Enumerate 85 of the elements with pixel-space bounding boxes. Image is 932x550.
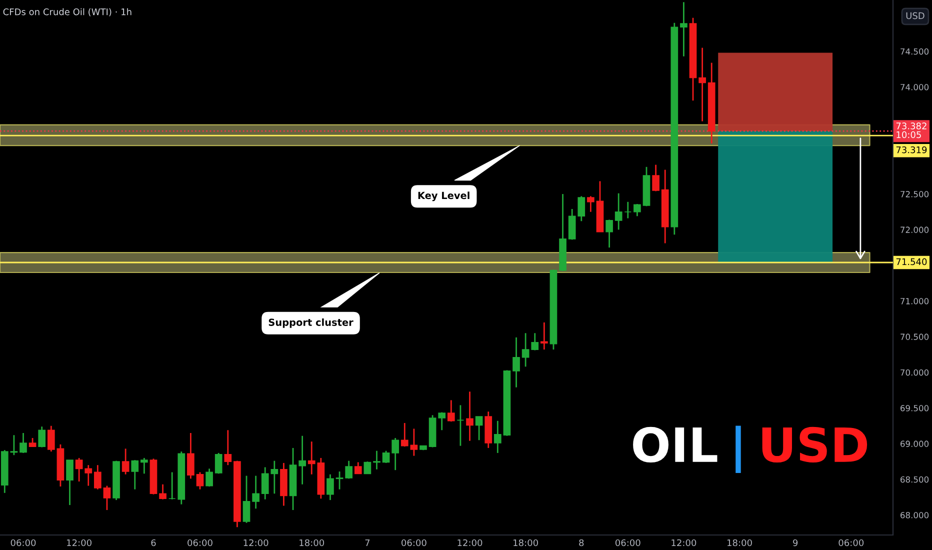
x-tick-label: 7: [365, 539, 370, 546]
candlestick: [336, 470, 344, 490]
candlestick: [187, 432, 194, 480]
candlestick: [206, 468, 213, 488]
y-axis-title: USD: [906, 12, 924, 20]
candlestick: [364, 460, 372, 474]
candlestick: [345, 460, 353, 480]
candlestick: [47, 425, 55, 452]
candlestick: [224, 429, 232, 466]
candlestick: [10, 434, 18, 456]
y-tick-label: 74.500: [900, 48, 929, 55]
x-tick-label: 12:00: [67, 539, 92, 546]
x-tick-label: 6: [151, 539, 156, 546]
candlestick: [531, 332, 539, 351]
candlestick: [214, 452, 222, 474]
x-tick-label: 18:00: [300, 539, 324, 546]
y-tick-label: 68.500: [900, 476, 929, 483]
candlestick: [447, 399, 455, 422]
candlestick: [122, 448, 130, 476]
candlestick: [606, 219, 613, 248]
y-tick-label: 69.500: [900, 405, 929, 412]
candlestick: [75, 457, 83, 482]
x-tick-label: 18:00: [514, 539, 538, 546]
candlestick: [680, 1, 688, 58]
candlestick: [382, 450, 390, 464]
candlestick: [400, 422, 408, 448]
candlestick: [634, 203, 641, 217]
y-tick-label: 72.500: [900, 191, 929, 198]
candlestick: [103, 485, 111, 511]
candlestick: [196, 472, 204, 490]
annotation: Key Level: [418, 192, 470, 202]
x-tick-label: 12:00: [672, 539, 696, 546]
x-tick-label: 06:00: [188, 539, 212, 546]
text: CFDs on Crude Oil (WTI) · 1h: [3, 8, 132, 16]
candlestick: [410, 428, 418, 457]
y-tick-label: 71.000: [900, 298, 929, 304]
x-tick-label: 8: [579, 539, 584, 546]
x-tick-label: 12:00: [458, 539, 482, 546]
candlestick: [456, 404, 464, 447]
candlestick: [94, 464, 102, 490]
candlestick: [38, 426, 46, 448]
y-tick-label: 68.000: [900, 512, 929, 518]
y-tick-label: 74.000: [900, 84, 929, 90]
ref-line-label: 71.540: [896, 258, 927, 266]
candlestick: [354, 462, 362, 474]
candlestick: [140, 457, 148, 474]
candlestick: [326, 474, 334, 501]
candlestick: [698, 47, 706, 122]
x-tick-label: 06:00: [838, 539, 864, 546]
annotation: Support cluster: [268, 318, 354, 328]
candlestick: [624, 201, 632, 219]
candlestick: [159, 484, 166, 500]
x-tick-label: 12:00: [244, 539, 268, 546]
candlestick: [438, 412, 446, 431]
x-tick-label: 18:00: [728, 539, 752, 546]
candlestick: [652, 164, 660, 192]
candlestick: [242, 475, 250, 524]
y-tick-label: 70.500: [900, 334, 929, 340]
x-tick-label: 06:00: [402, 539, 426, 546]
candlestick: [84, 464, 92, 486]
annotation: OIL | USD: [633, 426, 868, 474]
y-tick-label: 70.000: [900, 369, 929, 376]
y-tick-label: 72.000: [900, 226, 929, 233]
candlestick: [614, 192, 622, 230]
ref-line-label: 73.319: [896, 146, 927, 154]
candlestick: [512, 336, 520, 388]
candlestick: [373, 450, 380, 470]
candlestick: [168, 472, 176, 500]
candlestick: [66, 459, 74, 506]
candlestick: [466, 390, 474, 442]
candlestick: [587, 195, 594, 213]
y-tick-label: 69.000: [900, 440, 929, 447]
candlestick: [252, 475, 260, 510]
candlestick: [20, 432, 27, 454]
candlestick: [494, 420, 502, 454]
candlestick: [392, 437, 400, 471]
candlestick: [475, 416, 483, 441]
candlestick: [540, 322, 548, 350]
x-tick-label: 9: [793, 539, 798, 546]
candlestick: [131, 459, 139, 490]
x-tick-label: 06:00: [10, 539, 36, 546]
candlestick: [298, 435, 306, 486]
ref-line-label: 73.382 10:05: [896, 122, 926, 138]
x-tick-label: 06:00: [615, 539, 640, 546]
candlestick: [522, 332, 530, 368]
